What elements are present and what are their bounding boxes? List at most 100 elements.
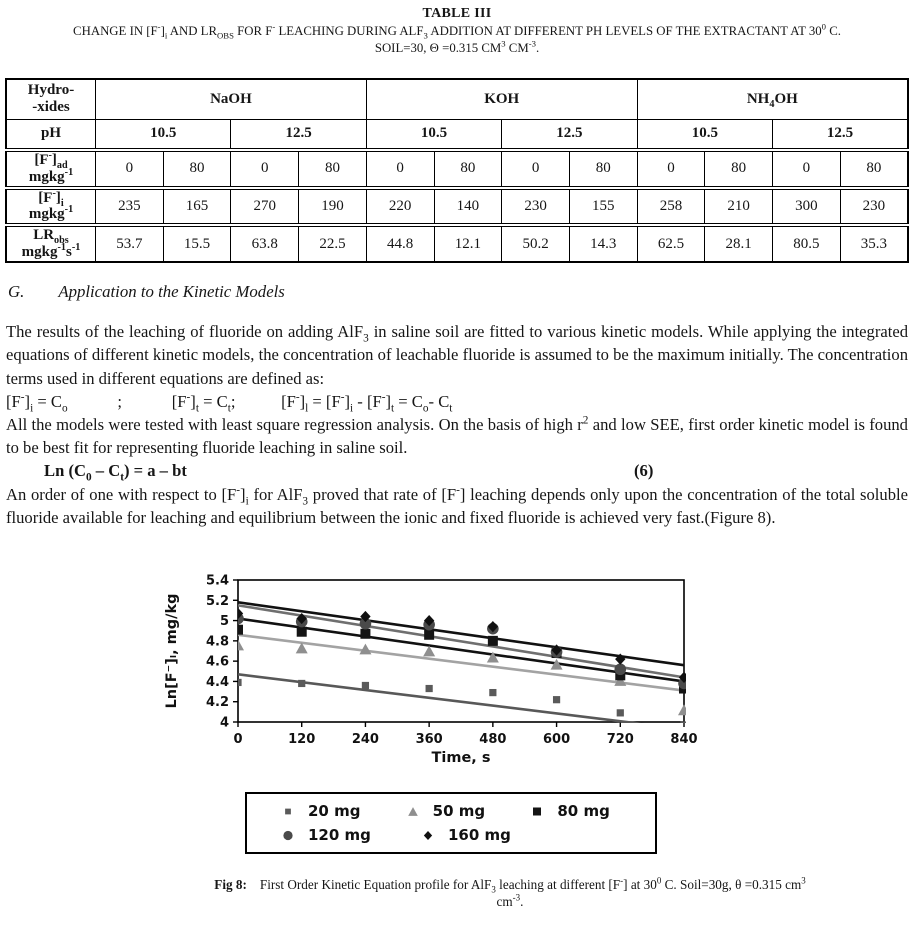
table-row-label: LRobs mgkg-1s-1 [5, 223, 96, 263]
data-point-marker [296, 626, 307, 637]
table-cell: 12.1 [433, 223, 503, 263]
legend-label: 50 mg [432, 802, 486, 820]
data-point-marker [295, 642, 308, 654]
table-cell: 28.1 [704, 223, 774, 263]
trend-line [238, 604, 685, 679]
table-cell: 230 [501, 185, 570, 226]
legend-item: 120 mg [281, 826, 421, 844]
table-cell: 0 [230, 148, 300, 189]
table-row-label: pH [5, 118, 96, 151]
y-tick-label: 5 [220, 614, 229, 629]
section-heading-title: Application to the Kinetic Models [58, 282, 285, 301]
data-point-marker [551, 644, 562, 656]
table-ph-value: 12.5 [501, 118, 638, 151]
data-point-marker [678, 704, 686, 716]
table-row: [F-]ad mgkg-1 0 80 0 80 0 80 0 80 0 80 0 80 [5, 148, 909, 189]
chart-svg: 4 4.2 4.4 4.6 4.8 5 5.2 5.4 0 120 240 360 480 600 720 8… [164, 574, 698, 767]
table-cell: 235 [95, 185, 164, 226]
paragraph-2: All the models were tested with least sq… [6, 414, 908, 458]
legend-label: 160 mg [448, 826, 511, 844]
data-point-marker [533, 807, 542, 815]
y-tick-label: 5.4 [206, 574, 229, 589]
legend-marker-icon [533, 807, 542, 815]
data-point-marker [424, 629, 435, 640]
table-group-header: KOH [365, 78, 638, 120]
x-tick-label: 240 [352, 732, 379, 747]
data-point-marker [359, 643, 372, 655]
section-g: G. Application to the Kinetic Models The … [6, 280, 908, 529]
legend-label: 80 mg [557, 802, 610, 820]
y-tick-label: 4.8 [206, 634, 229, 649]
legend-row: 20 mg 50 mg 80 mg [281, 802, 655, 820]
table-cell: 22.5 [298, 223, 367, 263]
table-cell: 155 [568, 185, 638, 226]
table-cell: 80 [568, 148, 638, 189]
table-cell: 190 [298, 185, 367, 226]
x-tick-label: 0 [233, 732, 242, 747]
data-point-marker [298, 679, 306, 688]
table-ph-value: 10.5 [94, 118, 232, 151]
results-table: Hydro- -xides NaOH KOH NH4OH pH 10.5 12.5 10.5 12… [5, 78, 909, 264]
kinetic-chart: 4 4.2 4.4 4.6 4.8 5 5.2 5.4 0 120 240 360 480 600 720 8… [160, 563, 716, 779]
x-tick-label: 360 [416, 732, 443, 747]
data-point-marker [486, 651, 499, 663]
chart-legend: 20 mg 50 mg 80 mg 120 mg 160 mg [245, 792, 657, 854]
paragraph-3: An order of one with respect to [F-]i fo… [6, 484, 908, 527]
figure-caption: Fig 8: First Order Kinetic Equation profi… [145, 876, 875, 910]
table-cell: 80 [162, 148, 232, 189]
data-point-marker [487, 635, 498, 646]
data-point-marker [407, 806, 418, 816]
table-ph-row: pH 10.5 12.5 10.5 12.5 10.5 12.5 [5, 118, 909, 151]
data-point-marker [360, 610, 371, 623]
x-tick-label: 480 [479, 732, 506, 747]
y-tick-label: 5.2 [206, 594, 229, 609]
y-tick-label: 4.6 [206, 655, 229, 670]
concentration-definitions: [F-]i = Co ; [F-]t = Ct; [F-]l = [F-]i -… [6, 391, 453, 415]
table-group-header: NaOH [95, 78, 367, 120]
data-point-marker [238, 607, 244, 620]
table-cell: 0 [772, 148, 841, 189]
table-cell: 165 [162, 185, 232, 226]
data-point-marker [678, 671, 686, 683]
legend-item: 20 mg [281, 802, 406, 820]
data-point-marker [285, 808, 291, 814]
data-point-marker [680, 721, 686, 723]
legend-item: 160 mg [421, 826, 561, 844]
table-ph-value: 12.5 [772, 118, 909, 151]
legend-item: 50 mg [406, 802, 531, 820]
x-tick-label: 600 [543, 732, 570, 747]
table-cell: 80 [704, 148, 774, 189]
data-point-marker [550, 658, 563, 670]
section-heading-number: G. [8, 282, 25, 301]
trend-line [238, 673, 645, 723]
table-cell: 270 [230, 185, 300, 226]
data-point-marker [489, 688, 497, 697]
data-point-marker [360, 628, 371, 639]
trend-line [238, 601, 685, 667]
table-cell: 0 [636, 148, 706, 189]
y-tick-label: 4.2 [206, 695, 229, 710]
table-row: [F-]i mgkg-1 235 165 270 190 220 140 230 155 258 21… [5, 185, 909, 226]
table-cell: 258 [636, 185, 706, 226]
legend-marker-icon [423, 830, 433, 840]
table-cell: 63.8 [230, 223, 300, 263]
table-cell: 80 [298, 148, 367, 189]
series-group [238, 601, 686, 723]
table-cell: 35.3 [839, 223, 909, 263]
table-cell: 44.8 [365, 223, 435, 263]
table-cell: 140 [433, 185, 503, 226]
table-cell: 50.2 [501, 223, 570, 263]
data-point-marker [423, 830, 433, 840]
table-ph-value: 12.5 [230, 118, 367, 151]
equation-6: Ln (C0 – Ct) = a – bt [44, 461, 187, 484]
data-point-marker [361, 681, 370, 690]
equation-6-number: (6) [634, 461, 654, 481]
table-subtitle-line1: CHANGE IN [F-]i AND LROBS FOR F- LEACHIN… [73, 21, 841, 41]
table-cell: 210 [704, 185, 774, 226]
table-ph-value: 10.5 [636, 118, 774, 151]
table-cell: 80 [433, 148, 503, 189]
table-cell: 220 [365, 185, 435, 226]
table-row-label: [F-]ad mgkg-1 [5, 148, 96, 189]
data-point-marker [614, 663, 627, 676]
data-point-marker [423, 645, 436, 657]
